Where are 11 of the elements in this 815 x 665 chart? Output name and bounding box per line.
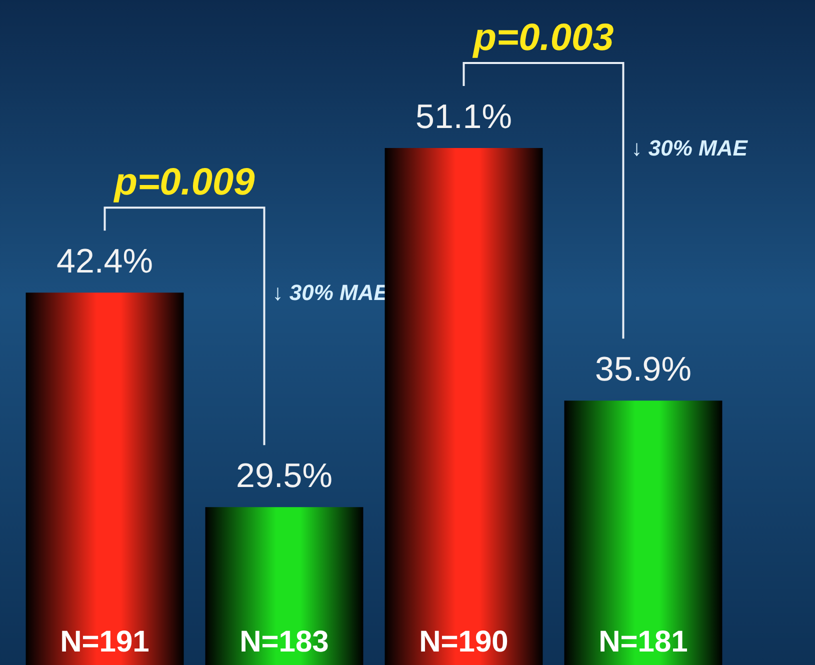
data-label: 35.9% [595,350,692,389]
data-label: 51.1% [416,98,512,136]
x-tick-label: N=181 [598,626,688,658]
data-label: 29.5% [236,457,332,496]
annotation: p=0.009 [113,162,255,204]
x-tick-label: N=183 [240,626,329,658]
data-label: 42.4% [56,242,153,281]
x-tick-label: N=190 [419,626,508,658]
annotation: p=0.003 [472,16,614,59]
x-tick-label: N=191 [60,626,150,658]
annotation: ↓ 30% MAE [631,135,749,160]
